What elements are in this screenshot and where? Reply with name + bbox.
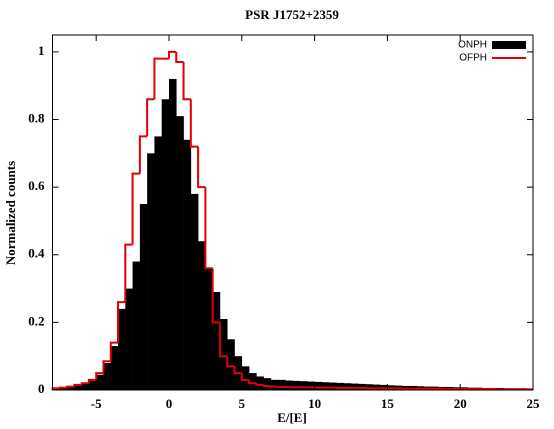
step [146, 98, 155, 137]
x-tick-label: 5 [239, 396, 246, 411]
step [80, 382, 89, 385]
bar [110, 346, 119, 390]
step [218, 322, 228, 358]
bar [67, 386, 75, 390]
bar [292, 380, 301, 390]
step [233, 366, 242, 375]
bar [358, 383, 366, 390]
y-tick-label: 1 [38, 43, 45, 58]
bar [365, 384, 374, 390]
step [189, 99, 199, 148]
y-axis-label: Normalized counts [3, 161, 18, 265]
bar [59, 387, 68, 390]
step [167, 50, 177, 59]
step [131, 172, 140, 245]
plot-frame [52, 34, 534, 391]
step [66, 385, 75, 388]
x-axis-label: E/[E] [277, 410, 307, 425]
bar [198, 241, 206, 390]
bar [132, 261, 141, 390]
bar [227, 339, 235, 390]
step [124, 243, 133, 303]
y-tick-label: 0.8 [28, 111, 45, 126]
step [211, 268, 220, 324]
bar [81, 383, 90, 390]
x-tick-label: 15 [381, 396, 395, 411]
bar [314, 381, 323, 390]
step [226, 356, 235, 368]
bar [350, 383, 359, 390]
bar [176, 116, 184, 391]
chart-title: PSR J1752+2359 [245, 7, 339, 22]
bar [219, 319, 228, 390]
bar [125, 288, 133, 390]
y-tick-label: 0 [38, 381, 45, 396]
step [73, 383, 82, 387]
bar [212, 291, 221, 390]
step [175, 51, 184, 64]
step [87, 378, 97, 384]
step [255, 383, 264, 386]
bar [336, 382, 345, 390]
step [204, 187, 213, 270]
y-tick-label: 0.2 [28, 313, 44, 328]
y-tick-label: 0.4 [28, 246, 45, 261]
x-tick-label: 0 [166, 396, 173, 411]
bar [329, 382, 337, 390]
bar [139, 204, 148, 390]
bar [321, 382, 330, 390]
x-tick-label: -5 [91, 396, 102, 411]
bar [256, 376, 264, 390]
bar [263, 378, 272, 390]
bar [168, 78, 177, 390]
bar [372, 384, 381, 390]
bar [118, 308, 126, 390]
legend-label: ONPH [458, 40, 487, 51]
bar [343, 383, 352, 390]
bar [190, 193, 199, 390]
bar [154, 136, 163, 390]
bar [285, 380, 294, 390]
step [197, 146, 206, 189]
step [153, 57, 162, 100]
x-tick-label: 20 [454, 396, 467, 411]
legend-label: OFPH [459, 53, 487, 64]
bar [278, 379, 286, 390]
step [269, 385, 279, 388]
bar [183, 139, 192, 390]
step [102, 360, 111, 374]
step [117, 301, 126, 343]
bar [88, 379, 97, 390]
bar [307, 381, 315, 390]
bar [300, 381, 308, 390]
step [95, 372, 104, 380]
step [262, 384, 271, 387]
step [109, 341, 119, 362]
bar [103, 362, 112, 390]
bar [205, 268, 213, 390]
bar [147, 153, 155, 390]
step [182, 62, 191, 101]
step [240, 373, 250, 381]
x-tick-label: 25 [527, 396, 541, 411]
bar [74, 385, 82, 390]
bar [96, 374, 104, 390]
bar [241, 366, 250, 390]
bar [270, 379, 279, 390]
bar [249, 373, 257, 390]
step [138, 135, 148, 174]
bar [161, 99, 170, 390]
x-tick-label: 10 [308, 396, 321, 411]
step [248, 379, 257, 385]
step [58, 386, 68, 389]
y-tick-label: 0.6 [28, 178, 45, 193]
legend-swatch [492, 41, 526, 49]
